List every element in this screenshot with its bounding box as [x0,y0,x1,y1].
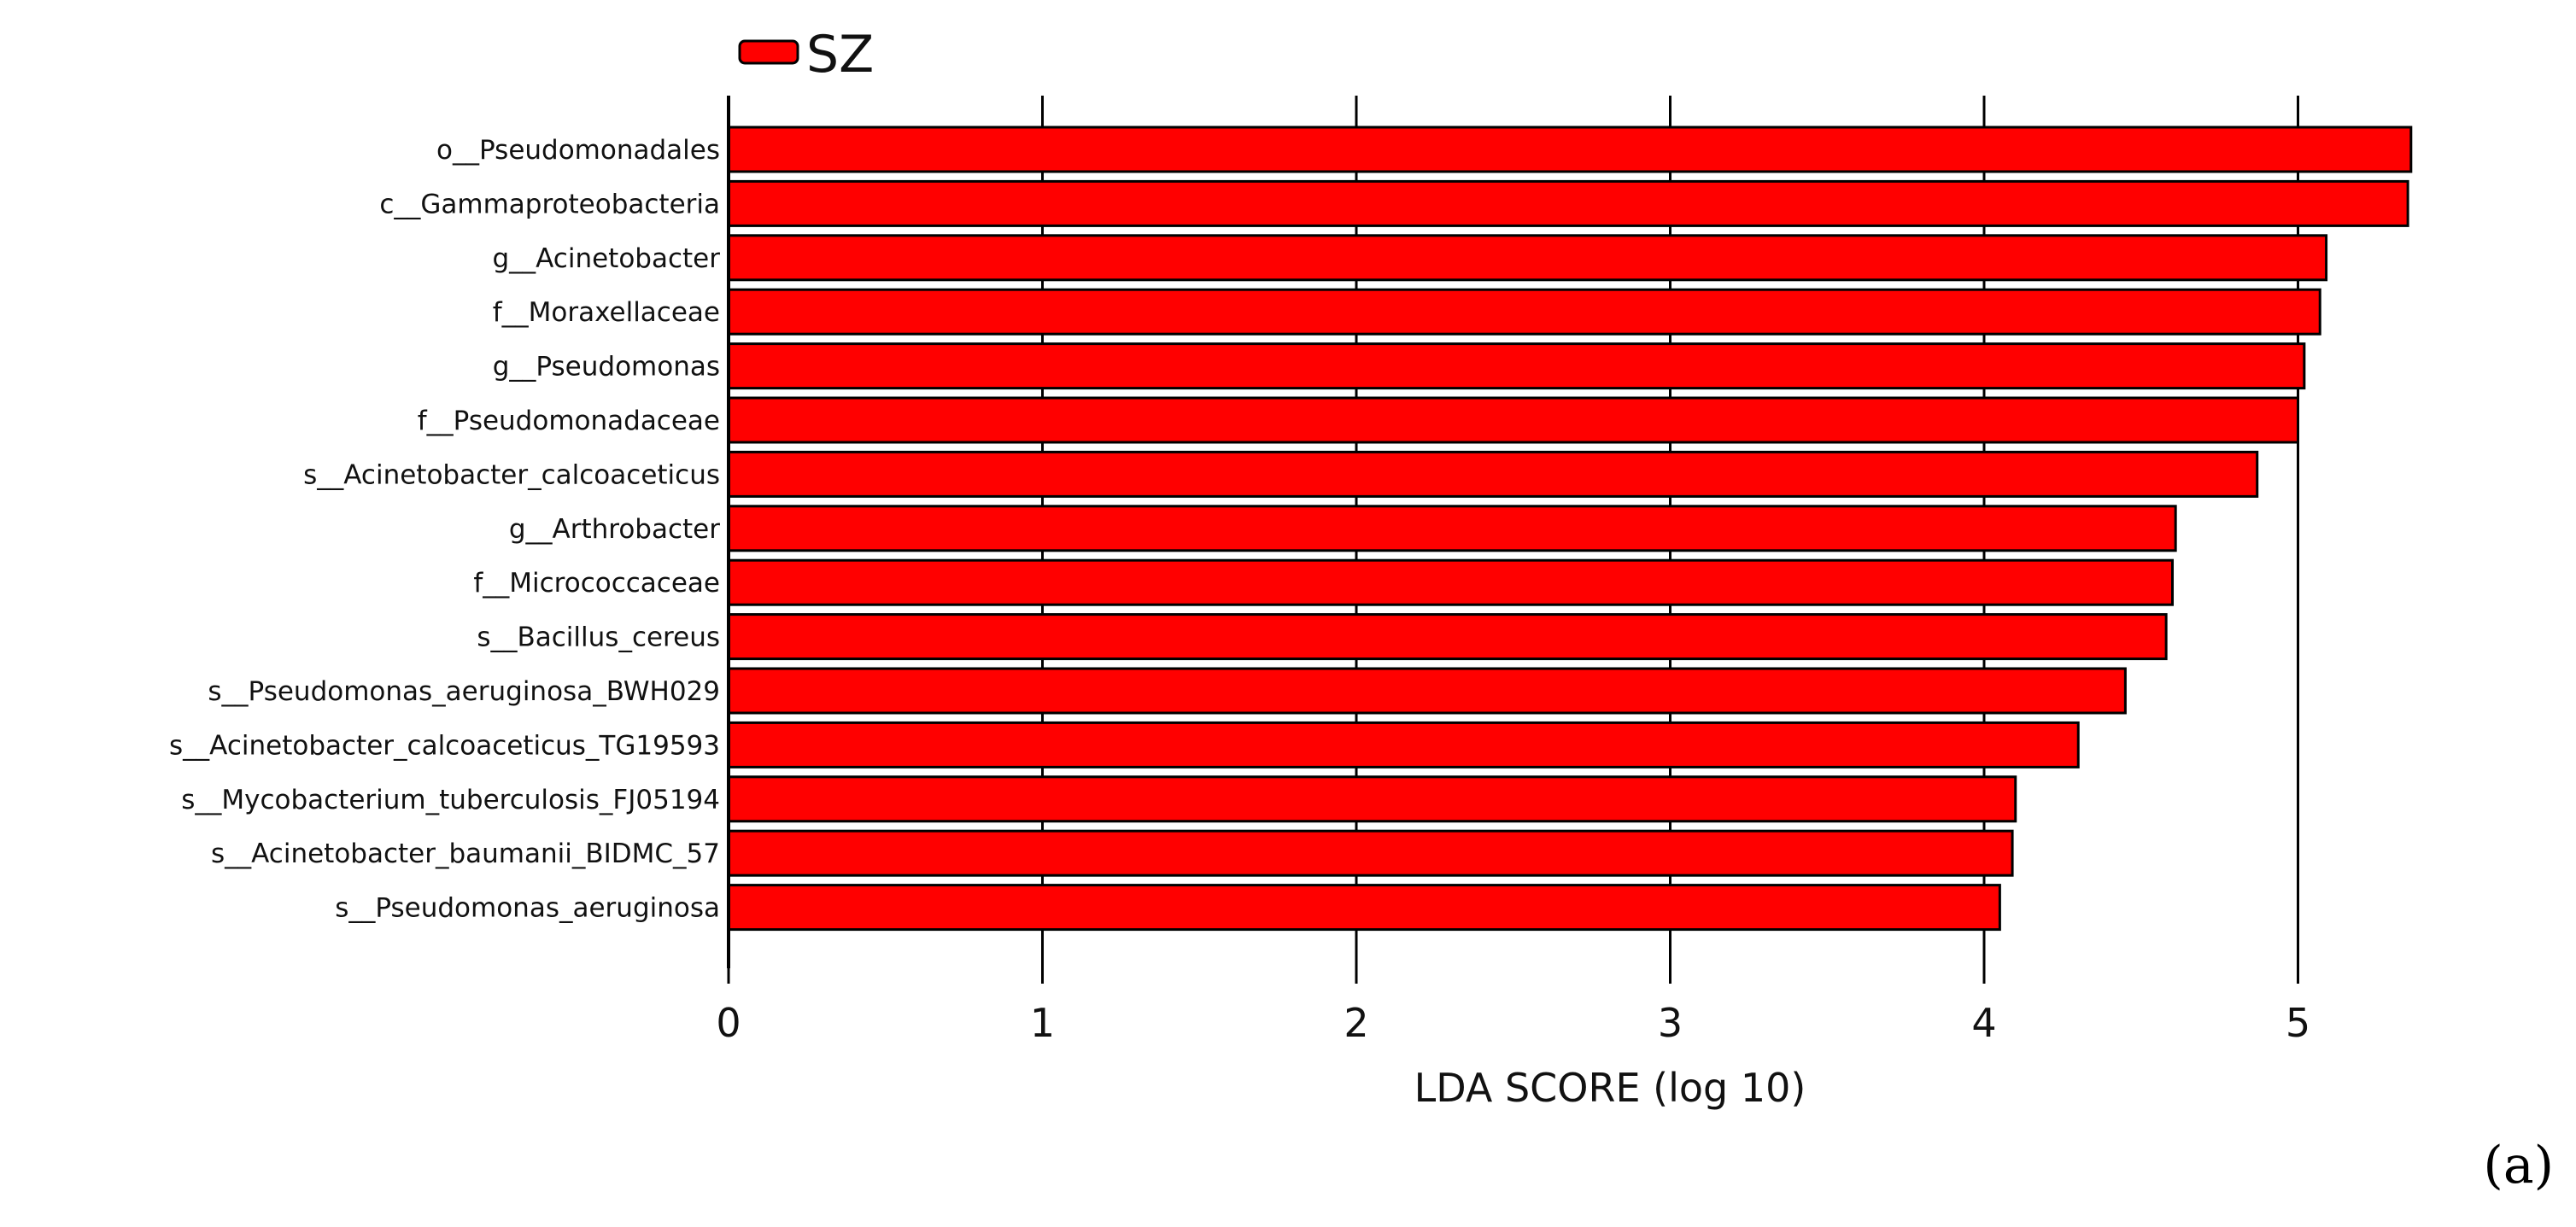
bar [727,829,2014,877]
legend-label-sz: SZ [806,25,874,85]
x-axis-title: LDA SCORE (log 10) [1414,1065,1806,1111]
category-label: f__Moraxellaceae [493,297,720,328]
bar [727,884,2001,932]
bars [727,126,2413,932]
x-tick-label: 2 [1344,1000,1368,1046]
category-label: s__Acinetobacter_baumanii_BIDMC_57 [211,838,720,869]
category-label: g__Acinetobacter [492,243,720,274]
bar [727,179,2409,227]
legend-swatch-sz [738,39,799,65]
bar [727,288,2321,336]
bar [727,558,2174,606]
category-label: s__Mycobacterium_tuberculosis_FJ05194 [181,785,720,815]
bar [727,505,2177,552]
category-label: g__Arthrobacter [509,514,720,545]
x-tick-label: 5 [2286,1000,2310,1046]
bar [727,613,2168,661]
x-tick-label: 4 [1971,1000,1996,1046]
bar [727,234,2328,282]
category-label: c__Gammaproteobacteria [379,189,720,219]
bar [727,775,2017,823]
bar [727,396,2299,444]
x-tick-label: 0 [716,1000,741,1046]
category-label: s__Acinetobacter_calcoaceticus [303,459,720,490]
bar [727,667,2127,715]
category-label: f__Pseudomonadaceae [418,406,720,436]
bar [727,126,2413,173]
category-label: f__Micrococcaceae [473,568,720,599]
category-label: s__Acinetobacter_calcoaceticus_TG19593 [169,730,720,761]
category-label: o__Pseudomonadales [436,135,720,166]
bar [727,342,2306,390]
category-label: g__Pseudomonas [493,352,720,383]
category-labels: o__Pseudomonadales c__Gammaproteobacteria… [169,135,720,924]
x-ticks: 0 1 2 3 4 5 [716,968,2310,1046]
category-label: s__Bacillus_cereus [477,622,720,653]
category-label: s__Pseudomonas_aeruginosa_BWH029 [208,676,720,707]
x-tick-label: 1 [1030,1000,1055,1046]
legend: SZ [738,25,874,85]
bar [727,450,2259,498]
bar [727,721,2080,768]
panel-label: (a) [2483,1136,2554,1195]
x-tick-label: 3 [1658,1000,1683,1046]
category-label: s__Pseudomonas_aeruginosa [335,893,720,924]
